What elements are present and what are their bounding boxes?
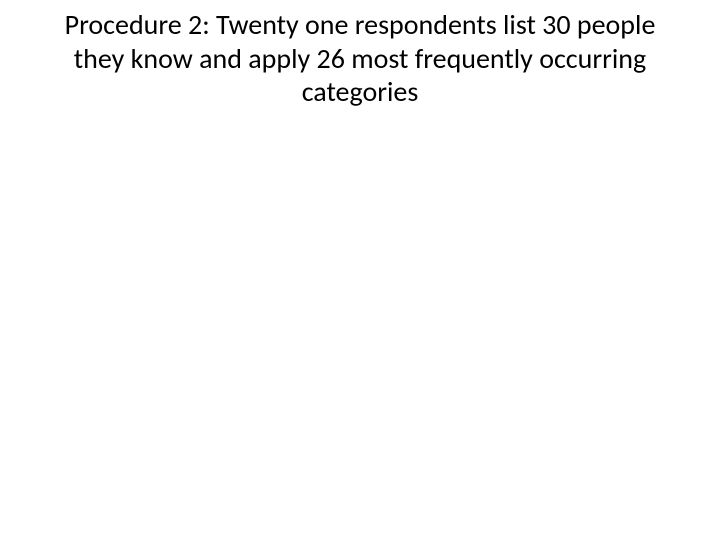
- slide-container: Procedure 2: Twenty one respondents list…: [0, 0, 720, 540]
- slide-title: Procedure 2: Twenty one respondents list…: [40, 8, 680, 109]
